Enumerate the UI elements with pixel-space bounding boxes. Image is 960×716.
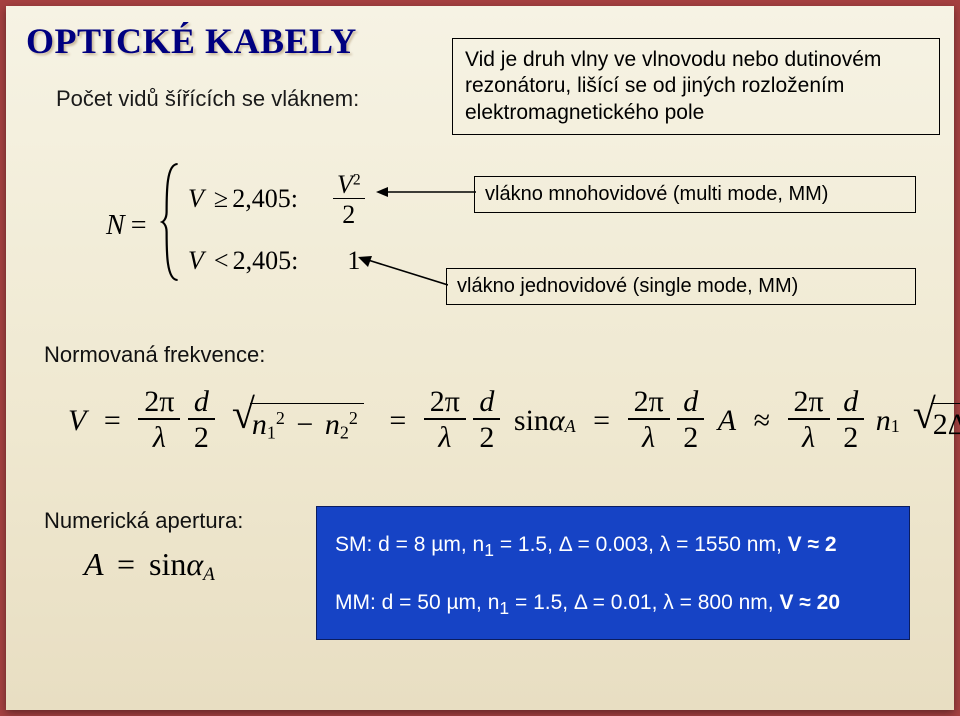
eqV-2pi4: 2π [794,385,824,418]
case-ge-op: ≥ [210,184,232,213]
mm-sub: 1 [499,598,509,618]
eqN-lhs: N= [106,210,152,242]
normfreq-label: Normovaná frekvence: [44,342,265,368]
eqN-brace [160,162,182,282]
sm-V: V ≈ 2 [788,533,837,556]
subtitle-label: Počet vidů šířících se vláknem: [56,86,359,112]
case-lt-var: V [188,246,203,275]
eqV-frac-d1: d 2 [188,386,215,456]
apert-alpha: α [186,546,203,582]
eqV-sqrt2: √ 2Δ [929,399,960,442]
eqV-2c: 2 [677,420,704,456]
singlemode-box: vlákno jednovidové (single mode, MM) [446,268,916,305]
eqV-2a: 2 [188,420,215,456]
case-ge-num: V [337,170,353,199]
eqV-sin: sin [508,404,549,437]
eqV-d1: d [188,386,215,420]
eqV-sqrt1: √ n12 − n22 [248,399,372,444]
eqV-V: V [68,404,86,437]
eqV-eq3: = [593,404,610,437]
eqV-2d: 2 [837,420,864,456]
multimode-box: vlákno mnohovidové (multi mode, MM) [474,176,916,213]
eqN-case-lt: V <2,405: 1 [188,246,360,276]
eqV-eq1: = [104,404,121,437]
equation-N: N= V ≥2,405: V2 2 V <2,405: 1 [106,164,406,294]
vid-definition-box: Vid je druh vlny ve vlnovodu nebo dutino… [452,38,940,135]
example-sm-row: SM: d = 8 µm, n1 = 1.5, Δ = 0.003, λ = 1… [335,533,891,561]
eqN-equals: = [125,210,153,241]
apert-A: A [84,546,103,582]
eqV-d4: d [837,386,864,420]
page-title: OPTICKÉ KABELY [26,20,357,62]
eqV-frac3: 2π λ [628,386,670,456]
eqV-frac-d4: d 2 [837,386,864,456]
eqV-lam1: λ [138,420,180,456]
case-ge-frac: V2 2 [333,172,365,230]
eqV-d2: d [473,386,500,420]
case-ge-sq: 2 [353,171,361,188]
eqV-2pi3: 2π [634,385,664,418]
eqV-n1sq: 2 [276,408,285,428]
case-lt-colon: : [291,246,298,275]
case-ge-colon: : [291,184,298,213]
equation-V: V = 2π λ d 2 √ n12 − n22 = 2π λ d 2 sinα… [68,386,960,456]
slide-page: OPTICKÉ KABELY Počet vidů šířících se vl… [6,6,954,710]
eqV-lam4: λ [788,420,830,456]
case-lt-res: 1 [347,246,360,275]
mm-mid: = 1.5, Δ = 0.01, λ = 800 nm, [509,591,779,614]
case-ge-den: 2 [333,199,365,230]
example-mm-row: MM: d = 50 µm, n1 = 1.5, Δ = 0.01, λ = 8… [335,591,891,619]
case-ge-var: V [188,184,203,213]
eqV-n2sq: 2 [349,408,358,428]
apert-sub: A [203,564,215,585]
eqN-case-ge: V ≥2,405: V2 2 [188,172,365,230]
eqV-alpha: α [549,404,565,437]
mm-pre: MM: d = 50 µm, n [335,591,499,614]
case-ge-thresh: 2,405 [232,184,291,213]
apert-eq: = [111,546,141,582]
sm-mid: = 1.5, Δ = 0.003, λ = 1550 nm, [494,533,788,556]
eqV-A: A [712,404,736,437]
eqN-var: N [106,210,125,241]
eqV-approx: ≈ [754,404,770,437]
eqV-frac-d3: d 2 [677,386,704,456]
eqV-n1sub: 1 [267,422,276,442]
eqV-frac-d2: d 2 [473,386,500,456]
eqV-lam3: λ [628,420,670,456]
equation-aperture: A = sinαA [84,546,215,586]
eqV-minus: − [292,408,317,441]
eqV-frac1: 2π λ [138,386,180,456]
eqV-n1b: n [872,404,891,437]
eqV-2pi2: 2π [430,385,460,418]
sm-sub: 1 [484,540,494,560]
example-values-box: SM: d = 8 µm, n1 = 1.5, Δ = 0.003, λ = 1… [316,506,910,640]
eqV-d3: d [677,386,704,420]
eqV-lam2: λ [424,420,466,456]
apert-sin: sin [149,546,186,582]
eqV-n2: n [325,408,340,441]
eqV-frac4: 2π λ [788,386,830,456]
eqV-frac2: 2π λ [424,386,466,456]
eqV-2pi1: 2π [144,385,174,418]
case-lt-op: < [210,246,233,275]
eqV-eq2: = [389,404,406,437]
eqV-n1bsub: 1 [891,416,900,436]
eqV-2b: 2 [473,420,500,456]
case-lt-thresh: 2,405 [233,246,292,275]
eqV-n2sub: 2 [340,422,349,442]
mm-V: V ≈ 20 [779,591,840,614]
sm-pre: SM: d = 8 µm, n [335,533,484,556]
eqV-alpha-sub: A [565,416,576,436]
numap-label: Numerická apertura: [44,508,243,534]
